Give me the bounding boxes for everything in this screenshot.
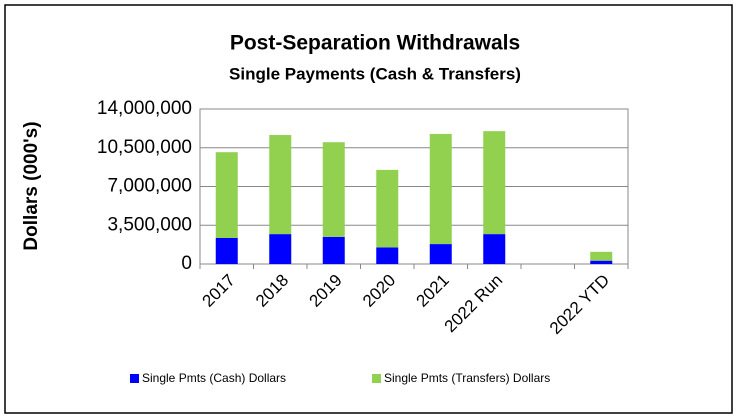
y-axis-label: Dollars (000's): [21, 121, 42, 250]
legend-swatch: [372, 374, 381, 383]
y-tick-label: 0: [181, 253, 192, 274]
bar-segment: [483, 131, 506, 235]
bar-segment: [590, 260, 613, 264]
bar-segment: [215, 152, 238, 238]
y-tick-label: 10,500,000: [97, 137, 192, 158]
bar-segment: [269, 135, 292, 235]
bar-segment: [269, 234, 292, 264]
legend-label: Single Pmts (Transfers) Dollars: [384, 371, 550, 385]
legend-swatch: [130, 374, 139, 383]
bar-segment: [429, 244, 452, 264]
bar-segment: [322, 142, 345, 237]
bar-segment: [483, 234, 506, 264]
bar-segment: [322, 236, 345, 264]
bar-segment: [376, 247, 399, 264]
chart-border: [4, 4, 733, 414]
chart-title: Post-Separation Withdrawals: [230, 32, 520, 55]
bar-segment: [215, 237, 238, 264]
bar-segment: [429, 133, 452, 245]
y-tick-label: 3,500,000: [107, 214, 192, 235]
bar-segment: [590, 251, 613, 261]
y-tick-label: 14,000,000: [97, 98, 192, 119]
y-tick-label: 7,000,000: [107, 176, 192, 197]
chart-subtitle: Single Payments (Cash & Transfers): [229, 64, 521, 83]
legend-label: Single Pmts (Cash) Dollars: [142, 371, 286, 385]
bar-segment: [376, 169, 399, 248]
